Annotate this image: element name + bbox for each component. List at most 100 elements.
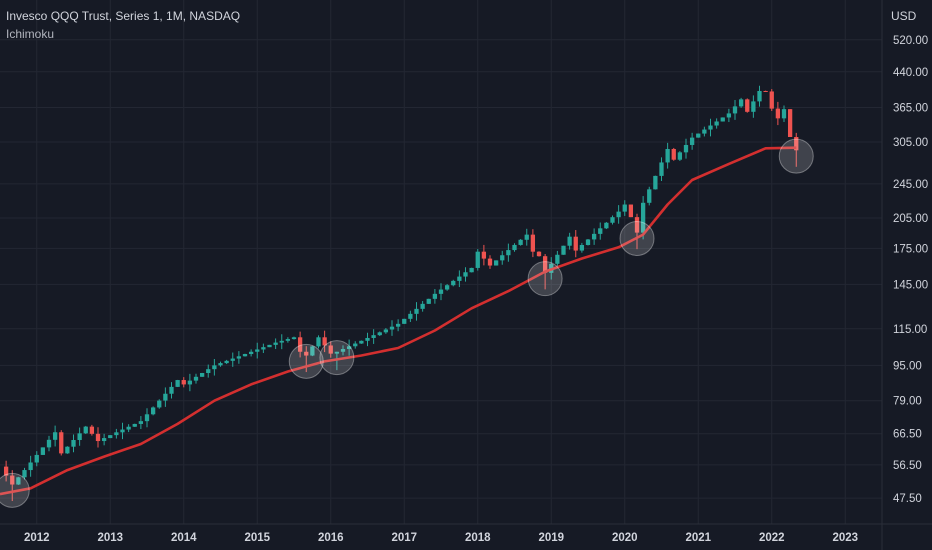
candle-body [647,189,652,203]
candle-body [536,251,542,257]
candle-body [671,148,676,160]
candle-body [285,339,291,341]
candle-body [126,426,131,430]
candle-body [132,423,137,427]
highlight-circle [778,138,814,174]
candle-body [187,380,193,385]
y-tick-label: 305.00 [893,137,928,149]
candles [3,85,799,502]
candle-body [432,293,438,299]
candle-body [444,285,450,290]
candle-body [65,446,70,454]
candle-body [579,245,585,251]
indicator-legend[interactable]: Ichimoku [6,27,55,41]
candle-body [77,433,82,441]
candle-body [794,136,799,151]
candle-body [775,108,781,119]
candle-body [481,251,487,259]
candle-body [71,440,76,447]
candle-body [438,289,444,294]
candle-body [52,432,58,440]
candle-body [377,332,382,336]
candle-body [634,217,640,233]
candle-body [677,152,683,160]
candle-body [414,308,419,314]
candle-body [22,470,27,478]
candle-body [469,267,474,273]
x-tick-label: 2023 [832,532,858,544]
candle-body [59,432,64,454]
candle-body [224,360,229,364]
y-tick-label: 115.00 [893,324,927,336]
candle-body [199,372,205,377]
candle-body [28,462,33,471]
candle-body [144,414,150,422]
highlight-circle [288,343,324,379]
candle-body [261,347,266,350]
y-tick-label: 95.00 [893,360,922,372]
x-tick-label: 2020 [612,532,638,544]
x-tick-label: 2014 [171,532,197,544]
candle-body [487,258,493,266]
candle-body [322,337,327,346]
candle-body [395,323,401,327]
candle-body [530,234,536,252]
candle-body [169,386,174,394]
candle-body [524,234,529,240]
candle-body [279,340,284,343]
candle-body [457,276,462,281]
candle-body [371,335,376,338]
candle-body [163,393,168,401]
candle-body [591,233,597,240]
candle-body [328,345,333,354]
candle-body [732,106,738,114]
candle-body [451,280,456,286]
symbol-title[interactable]: Invesco QQQ Trust, Series 1, 1M, NASDAQ [6,9,241,23]
candle-body [726,113,732,118]
candle-body [573,236,578,251]
candle-body [598,228,603,234]
y-tick-label: 56.50 [893,460,922,472]
candle-body [89,426,95,434]
candle-body [585,239,591,246]
y-tick-label: 66.50 [893,429,922,441]
candle-body [555,254,560,264]
candle-body [120,429,125,433]
candle-body [218,363,223,366]
candle-body [506,250,511,256]
y-tick-label: 145.00 [893,279,928,291]
candle-body [604,222,609,229]
candle-body [34,454,39,463]
highlight-circle [527,261,563,297]
candle-body [720,117,725,122]
candle-body [236,356,242,359]
candle-body [683,144,689,153]
candle-body [193,376,199,381]
candle-body [751,101,756,112]
candle-body [346,346,352,350]
y-tick-label: 205.00 [893,213,928,225]
candle-body [463,272,468,277]
candle-body [763,90,768,92]
candle-body [383,329,389,333]
candle-body [787,109,793,137]
candle-body [267,344,272,348]
candle-body [745,99,750,112]
candle-body [95,433,101,442]
candle-body [493,260,499,266]
candle-body [708,125,713,130]
candle-body [181,380,186,385]
candle-body [389,326,395,330]
candle-body [150,407,156,415]
candle-body [542,256,548,273]
candle-body [40,447,46,455]
candle-body [702,129,707,134]
y-tick-label: 520.00 [893,35,928,47]
candle-body [696,133,701,138]
x-tick-label: 2012 [24,532,50,544]
y-tick-label: 47.50 [893,493,922,505]
candle-body [610,217,615,223]
candle-body [659,162,664,176]
